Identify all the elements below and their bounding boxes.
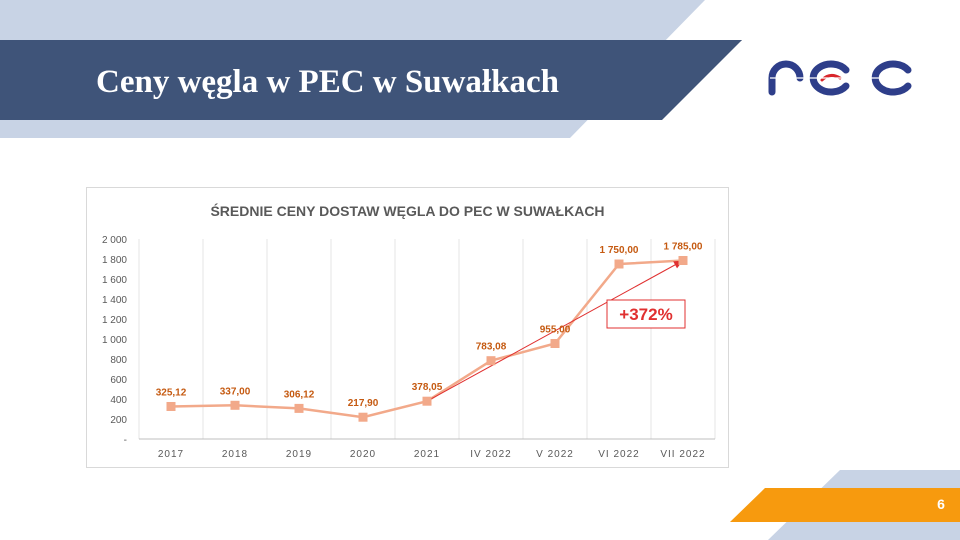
trend-arrow-line	[426, 260, 684, 402]
data-point	[614, 259, 624, 269]
bottom-orange-band	[730, 488, 960, 522]
x-tick-label: 2017	[158, 449, 184, 460]
y-tick-label: 1 600	[102, 275, 127, 286]
data-label: 1 785,00	[664, 242, 703, 253]
y-tick-label: 1 400	[102, 295, 127, 306]
logo-letter-p	[768, 60, 804, 96]
data-label: 955,00	[540, 325, 571, 336]
data-point	[294, 403, 304, 413]
data-point	[422, 396, 432, 406]
header-band	[0, 40, 742, 120]
slide-title: Ceny węgla w PEC w Suwałkach	[96, 64, 559, 100]
y-tick-label: 600	[110, 375, 127, 386]
data-point	[358, 412, 368, 422]
x-tick-label: V 2022	[536, 449, 574, 460]
x-tick-label: VII 2022	[660, 449, 705, 460]
page-number: 6	[937, 496, 945, 512]
y-tick-label: 1 200	[102, 315, 127, 326]
data-label: 1 750,00	[600, 245, 639, 256]
data-point	[678, 256, 688, 265]
data-label: 378,05	[412, 382, 443, 393]
line-chart: - 200 400 600 800 1 000 1 200 1 400 1 600 1 800 2 …	[102, 235, 716, 460]
x-tick-label: 2020	[350, 449, 376, 460]
annotation-box	[606, 299, 686, 329]
y-tick-label: 400	[110, 395, 127, 406]
x-tick-label: VI 2022	[598, 449, 639, 460]
y-tick-label: 1 800	[102, 255, 127, 266]
data-label: 337,00	[220, 386, 251, 397]
y-tick-label: -	[124, 435, 127, 446]
x-tick-label: 2019	[286, 449, 312, 460]
chart-frame: ŚREDNIE CENY DOSTAW WĘGLA DO PEC W SUWAŁ…	[86, 187, 729, 468]
data-point	[166, 401, 176, 411]
data-label: 306,12	[284, 389, 315, 400]
logo-flame	[820, 73, 842, 82]
y-tick-label: 1 000	[102, 335, 127, 346]
data-label: 325,12	[156, 387, 187, 398]
data-point	[230, 400, 240, 410]
data-point	[486, 356, 496, 366]
chart-title: ŚREDNIE CENY DOSTAW WĘGLA DO PEC W SUWAŁ…	[210, 203, 605, 219]
data-label: 217,90	[348, 398, 379, 409]
y-tick-label: 200	[110, 415, 127, 426]
x-tick-label: IV 2022	[470, 449, 511, 460]
y-tick-label: 800	[110, 355, 127, 366]
x-tick-label: 2021	[414, 449, 440, 460]
x-tick-label: 2018	[222, 449, 248, 460]
pec-logo	[768, 60, 912, 96]
data-label: 783,08	[476, 342, 507, 353]
annotation-text: +372%	[619, 305, 672, 324]
data-point	[550, 339, 560, 348]
y-tick-label: 2 000	[102, 235, 127, 246]
